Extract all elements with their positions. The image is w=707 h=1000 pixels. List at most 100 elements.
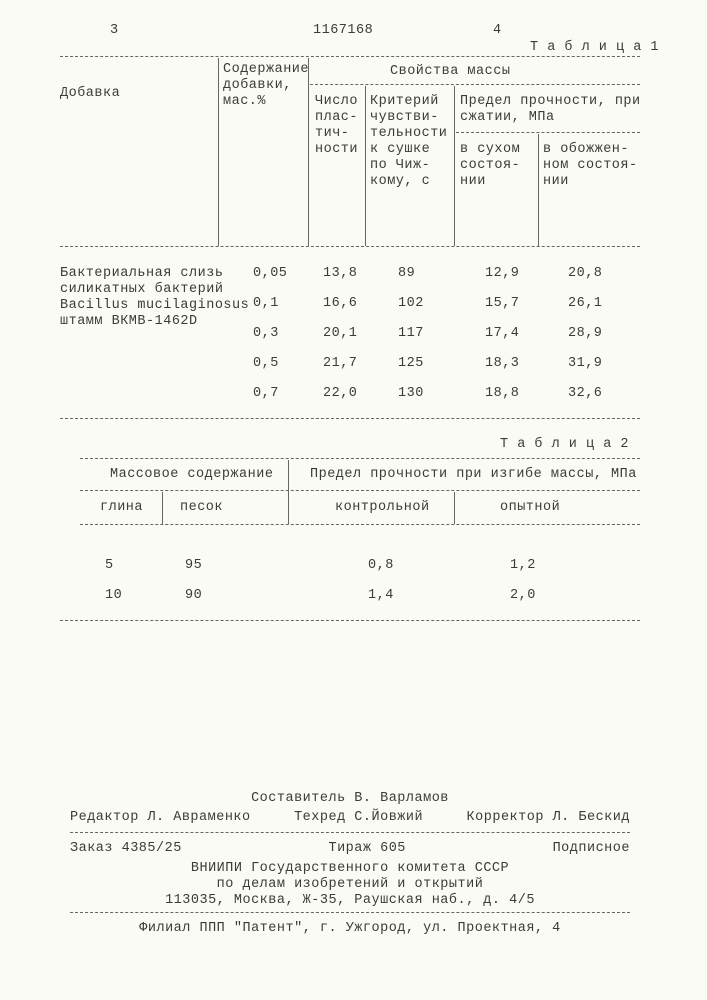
t1-cell-conc: 0,3: [253, 326, 279, 341]
footer-order: Заказ 4385/25: [70, 840, 182, 859]
t1-h-plast-2: плас-: [315, 110, 358, 125]
t1-vline-3: [365, 86, 366, 246]
t1-vline-2: [308, 58, 309, 246]
t1-add-l2: силикатных бактерий: [60, 282, 223, 297]
t1-cell-conc: 0,7: [253, 386, 279, 401]
t1-cell-plast: 20,1: [323, 326, 357, 341]
t1-cell-dry: 15,7: [485, 296, 519, 311]
t1-h-chiz-6: кому, с: [370, 174, 430, 189]
t1-cell-plast: 21,7: [323, 356, 357, 371]
t2-h-mass: Массовое содержание: [110, 467, 273, 482]
t1-vline-4: [454, 86, 455, 246]
footer-corrector: Корректор Л. Бескид: [467, 809, 630, 828]
t1-cell-fired: 32,6: [568, 386, 602, 401]
t1-cell-fired: 20,8: [568, 266, 602, 281]
t2-h-sand: песок: [180, 500, 223, 515]
table1-label: Т а б л и ц а 1: [530, 40, 659, 55]
t1-cell-chiz: 130: [398, 386, 424, 401]
t1-h-str-1: Предел прочности, при: [460, 94, 641, 109]
t1-add-l3: Bacillus mucilaginosus: [60, 298, 249, 313]
t1-h-plast-3: тич-: [315, 126, 349, 141]
t2-cell-sand: 95: [185, 558, 202, 573]
t1-vline-5: [538, 134, 539, 246]
footer-rule-1: [70, 832, 630, 833]
t1-cell-chiz: 102: [398, 296, 424, 311]
t1-cell-fired: 28,9: [568, 326, 602, 341]
footer-line2: Заказ 4385/25 Тираж 605 Подписное: [70, 840, 630, 859]
t1-h-fired-2: ном состоя-: [543, 158, 638, 173]
t1-cell-dry: 18,8: [485, 386, 519, 401]
t1-cell-chiz: 125: [398, 356, 424, 371]
t2-rule-top: [80, 458, 640, 459]
t2-vline-2: [288, 460, 289, 524]
t2-h-clay: глина: [100, 500, 143, 515]
t2-rule-hdr-bottom: [80, 524, 640, 525]
t2-h-ctrl: контрольной: [335, 500, 430, 515]
t1-cell-chiz: 89: [398, 266, 415, 281]
t1-h-plast-4: ности: [315, 142, 358, 157]
t1-h-conc-2: добавки,: [223, 78, 292, 93]
footer-editor: Редактор Л. Авраменко: [70, 809, 251, 828]
t1-h-str-2: сжатии, МПа: [460, 110, 555, 125]
t1-rule-top: [60, 56, 640, 57]
footer-addr2: Филиал ППП "Патент", г. Ужгород, ул. Про…: [70, 920, 630, 939]
t1-cell-plast: 16,6: [323, 296, 357, 311]
t1-h-plast-1: Число: [315, 94, 358, 109]
t1-h-dry-2: состоя-: [460, 158, 520, 173]
t1-h-fired-3: нии: [543, 174, 569, 189]
t2-h-strength: Предел прочности при изгибе массы, МПа: [310, 467, 637, 482]
col-left-num: 3: [110, 23, 119, 38]
t1-cell-conc: 0,05: [253, 266, 287, 281]
footer-addr1: 113035, Москва, Ж-35, Раушская наб., д. …: [70, 892, 630, 911]
t1-h-conc-3: мас.%: [223, 94, 266, 109]
t2-rule-sub: [80, 490, 640, 491]
t2-cell-exp: 1,2: [510, 558, 536, 573]
t2-cell-exp: 2,0: [510, 588, 536, 603]
t2-cell-sand: 90: [185, 588, 202, 603]
t2-vline-1: [162, 492, 163, 524]
footer-tiraz: Тираж 605: [328, 840, 405, 859]
t1-cell-plast: 13,8: [323, 266, 357, 281]
footer-tech: Техред С.Йовжий: [294, 809, 423, 828]
t1-h-chiz-2: чувстви-: [370, 110, 439, 125]
t1-add-l4: штамм ВКМВ-1462D: [60, 314, 198, 329]
t2-h-exp: опытной: [500, 500, 560, 515]
t1-h-fired-1: в обожжен-: [543, 142, 629, 157]
t1-cell-dry: 18,3: [485, 356, 519, 371]
t1-h-chiz-5: по Чиж-: [370, 158, 430, 173]
t2-vline-3: [454, 492, 455, 524]
footer: Составитель В. Варламов Редактор Л. Авра…: [70, 790, 630, 828]
t2-cell-ctrl: 1,4: [368, 588, 394, 603]
t1-h-props: Свойства массы: [390, 64, 510, 79]
t1-cell-plast: 22,0: [323, 386, 357, 401]
table2-label: Т а б л и ц а 2: [500, 437, 629, 452]
t1-vline-1: [218, 58, 219, 246]
t1-rule-sub1: [310, 84, 640, 85]
col-right-num: 4: [493, 23, 502, 38]
footer-podpis: Подписное: [553, 840, 630, 859]
t2-cell-clay: 5: [105, 558, 114, 573]
t2-cell-clay: 10: [105, 588, 122, 603]
t1-h-chiz-3: тельности: [370, 126, 447, 141]
t1-h-conc-1: Содержание: [223, 62, 309, 77]
t1-rule-bottom: [60, 418, 640, 419]
footer-rule-2: [70, 912, 630, 913]
t1-cell-fired: 26,1: [568, 296, 602, 311]
t1-add-l1: Бактериальная слизь: [60, 266, 223, 281]
t1-cell-chiz: 117: [398, 326, 424, 341]
t1-cell-conc: 0,1: [253, 296, 279, 311]
t1-cell-conc: 0,5: [253, 356, 279, 371]
t1-h-chiz-1: Критерий: [370, 94, 439, 109]
t1-cell-dry: 12,9: [485, 266, 519, 281]
doc-number: 1167168: [313, 23, 373, 38]
t2-cell-ctrl: 0,8: [368, 558, 394, 573]
t1-rule-hdr-bottom: [60, 246, 640, 247]
t1-cell-dry: 17,4: [485, 326, 519, 341]
t1-h-dry-1: в сухом: [460, 142, 520, 157]
t1-rule-sub2: [456, 132, 640, 133]
page: 3 1167168 4 Т а б л и ц а 1 Добавка Соде…: [0, 0, 707, 1000]
t1-h-additive: Добавка: [60, 86, 120, 101]
t1-h-chiz-4: к сушке: [370, 142, 430, 157]
t1-cell-fired: 31,9: [568, 356, 602, 371]
t1-h-dry-3: нии: [460, 174, 486, 189]
